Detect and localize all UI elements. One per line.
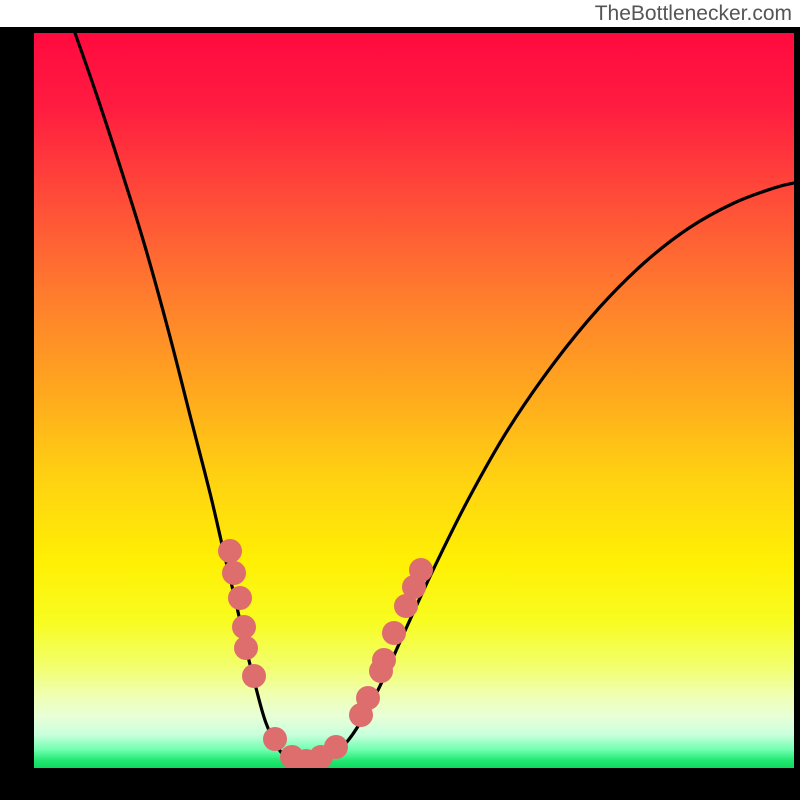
data-marker <box>234 636 258 660</box>
data-marker <box>409 558 433 582</box>
data-marker <box>228 586 252 610</box>
frame-left <box>0 27 34 800</box>
data-marker <box>218 539 242 563</box>
watermark-text: TheBottlenecker.com <box>595 2 792 26</box>
frame-right <box>794 27 800 800</box>
data-marker <box>324 735 348 759</box>
data-marker <box>242 664 266 688</box>
plot-area <box>34 33 794 768</box>
frame-bottom <box>0 768 800 800</box>
markers-layer <box>34 33 794 768</box>
data-marker <box>372 648 396 672</box>
data-marker <box>382 621 406 645</box>
data-marker <box>356 686 380 710</box>
frame-top <box>0 27 800 33</box>
chart-stage: TheBottlenecker.com <box>0 0 800 800</box>
data-marker <box>222 561 246 585</box>
